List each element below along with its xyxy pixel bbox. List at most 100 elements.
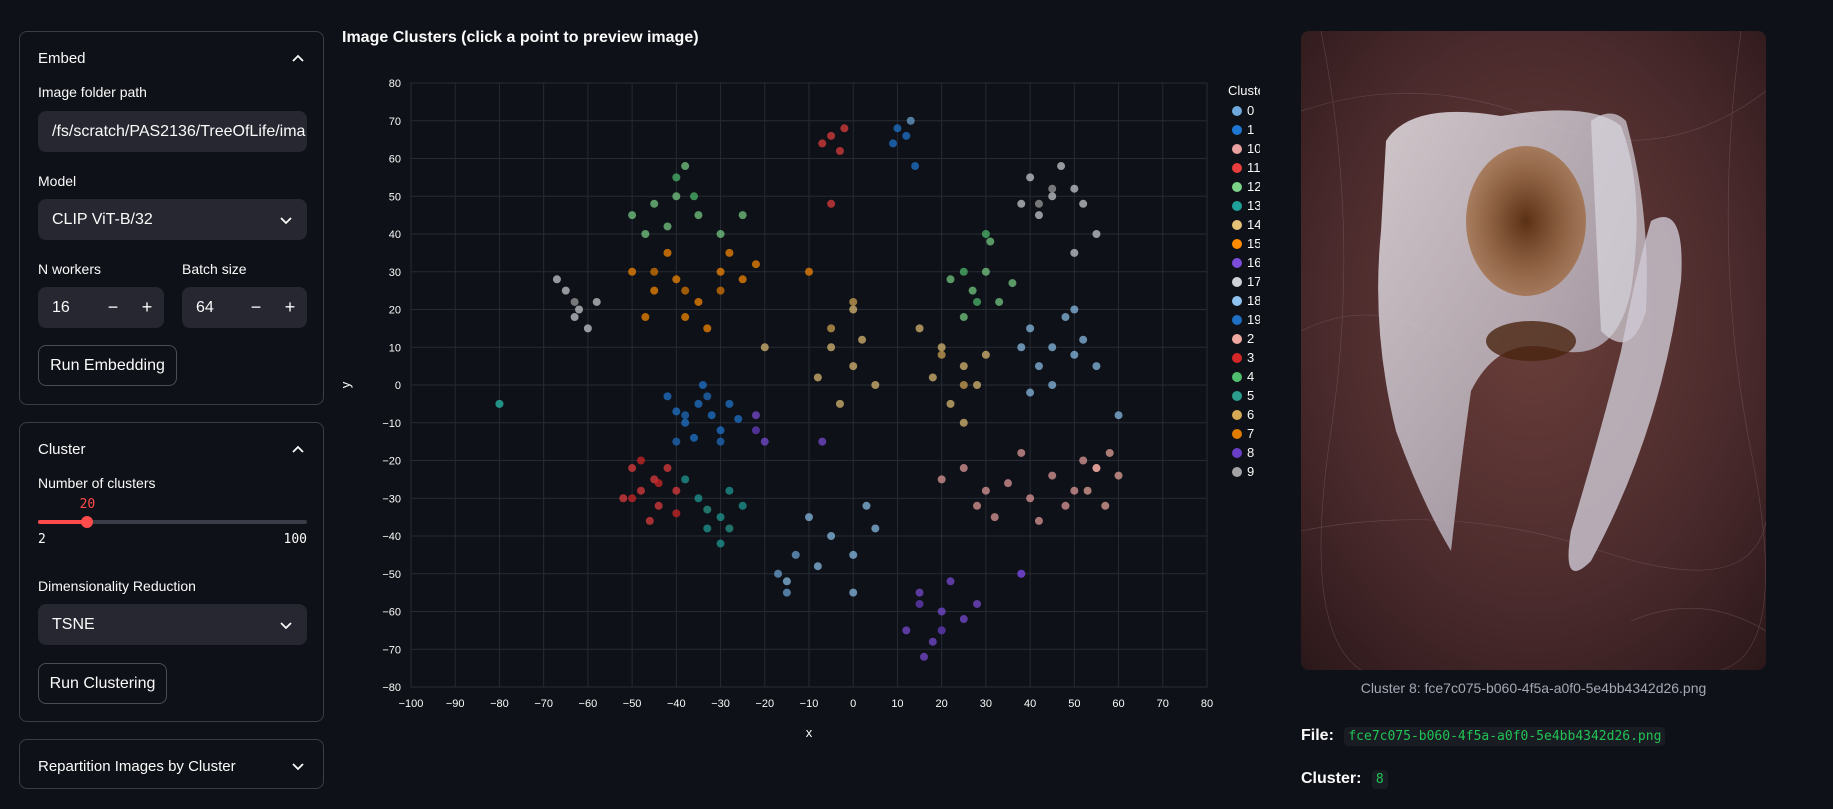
scatter-point[interactable] <box>1114 471 1123 480</box>
scatter-point[interactable] <box>1092 362 1101 371</box>
scatter-point[interactable] <box>1017 448 1026 457</box>
scatter-point[interactable] <box>628 211 637 220</box>
scatter-point[interactable] <box>570 313 579 322</box>
scatter-point[interactable] <box>619 494 628 503</box>
scatter-point[interactable] <box>1017 569 1026 578</box>
scatter-point[interactable] <box>641 313 650 322</box>
scatter-point[interactable] <box>946 275 955 284</box>
scatter-point[interactable] <box>738 211 747 220</box>
scatter-point[interactable] <box>840 124 849 133</box>
scatter-point[interactable] <box>1083 486 1092 495</box>
scatter-point[interactable] <box>628 267 637 276</box>
scatter-point[interactable] <box>835 146 844 155</box>
scatter-point[interactable] <box>981 267 990 276</box>
scatter-point[interactable] <box>725 486 734 495</box>
scatter-point[interactable] <box>583 324 592 333</box>
scatter-point[interactable] <box>827 324 836 333</box>
run-embedding-button[interactable]: Run Embedding <box>38 345 177 386</box>
scatter-point[interactable] <box>672 509 681 518</box>
cluster-panel-header[interactable]: Cluster <box>38 437 305 461</box>
scatter-point[interactable] <box>552 275 561 284</box>
scatter-point[interactable] <box>827 343 836 352</box>
scatter-point[interactable] <box>959 362 968 371</box>
scatter-point[interactable] <box>937 607 946 616</box>
scatter-point[interactable] <box>835 399 844 408</box>
scatter-point[interactable] <box>690 433 699 442</box>
scatter-point[interactable] <box>760 343 769 352</box>
scatter-point[interactable] <box>575 305 584 314</box>
scatter-point[interactable] <box>1048 184 1057 193</box>
scatter-point[interactable] <box>650 286 659 295</box>
scatter-point[interactable] <box>636 486 645 495</box>
embed-panel-header[interactable]: Embed <box>38 46 305 70</box>
scatter-point[interactable] <box>663 464 672 473</box>
scatter-point[interactable] <box>1070 248 1079 257</box>
scatter-point[interactable] <box>592 297 601 306</box>
scatter-point[interactable] <box>716 426 725 435</box>
scatter-point[interactable] <box>716 437 725 446</box>
scatter-point[interactable] <box>1026 324 1035 333</box>
workers-decrement-button[interactable]: − <box>107 297 119 317</box>
repartition-panel-header[interactable]: Repartition Images by Cluster <box>38 754 305 778</box>
scatter-point[interactable] <box>716 286 725 295</box>
scatter-point[interactable] <box>849 305 858 314</box>
scatter-point[interactable] <box>1048 381 1057 389</box>
scatter-point[interactable] <box>805 267 813 276</box>
scatter-point[interactable] <box>1026 388 1035 397</box>
scatter-point[interactable] <box>1070 184 1079 193</box>
scatter-point[interactable] <box>1026 173 1035 182</box>
slider-thumb[interactable] <box>81 516 94 528</box>
scatter-point[interactable] <box>893 124 902 133</box>
scatter-point[interactable] <box>1070 350 1079 359</box>
scatter-point[interactable] <box>703 524 712 533</box>
scatter-point[interactable] <box>751 411 760 420</box>
scatter-point[interactable] <box>849 588 858 597</box>
scatter-point[interactable] <box>703 505 712 514</box>
scatter-point[interactable] <box>827 131 836 140</box>
scatter-point[interactable] <box>973 599 982 608</box>
scatter-point[interactable] <box>628 464 637 473</box>
scatter-point[interactable] <box>641 230 650 238</box>
dim-reduction-select[interactable]: TSNE <box>38 604 307 645</box>
scatter-point[interactable] <box>1079 335 1088 344</box>
chevron-up-icon[interactable] <box>291 51 305 65</box>
scatter-point[interactable] <box>937 626 946 635</box>
scatter-point[interactable] <box>716 267 725 276</box>
scatter-point[interactable] <box>1092 230 1101 238</box>
scatter-point[interactable] <box>1048 471 1057 480</box>
scatter-point[interactable] <box>959 313 968 322</box>
scatter-point[interactable] <box>716 513 725 522</box>
scatter-point[interactable] <box>703 324 712 333</box>
scatter-point[interactable] <box>738 275 747 284</box>
scatter-point[interactable] <box>1079 456 1088 465</box>
scatter-point[interactable] <box>694 211 703 220</box>
scatter-point[interactable] <box>791 550 800 559</box>
scatter-point[interactable] <box>672 173 681 182</box>
scatter-point[interactable] <box>928 373 937 382</box>
scatter-point[interactable] <box>1114 411 1123 420</box>
scatter-point[interactable] <box>561 286 570 295</box>
scatter-point[interactable] <box>663 248 672 257</box>
scatter-point[interactable] <box>849 297 858 306</box>
scatter-point[interactable] <box>818 139 827 148</box>
scatter-point[interactable] <box>716 230 725 238</box>
scatter-point[interactable] <box>858 335 867 344</box>
scatter-point[interactable] <box>946 577 955 586</box>
scatter-point[interactable] <box>919 652 928 661</box>
scatter-point[interactable] <box>827 199 836 208</box>
scatter-point[interactable] <box>981 486 990 495</box>
scatter-point[interactable] <box>672 407 681 416</box>
folder-path-input[interactable]: /fs/scratch/PAS2136/TreeOfLife/ima <box>38 111 307 152</box>
scatter-point[interactable] <box>906 116 915 125</box>
num-clusters-slider[interactable]: 20 2 100 <box>38 497 307 547</box>
scatter-point[interactable] <box>1070 486 1079 495</box>
scatter-point[interactable] <box>937 475 946 484</box>
scatter-point[interactable] <box>725 524 734 533</box>
scatter-point[interactable] <box>1061 313 1070 322</box>
scatter-point[interactable] <box>650 199 659 208</box>
scatter-point[interactable] <box>681 418 690 427</box>
scatter-point[interactable] <box>681 162 690 171</box>
scatter-point[interactable] <box>672 486 681 495</box>
scatter-point[interactable] <box>645 516 654 525</box>
batch-size-increment-button[interactable]: + <box>284 297 296 317</box>
